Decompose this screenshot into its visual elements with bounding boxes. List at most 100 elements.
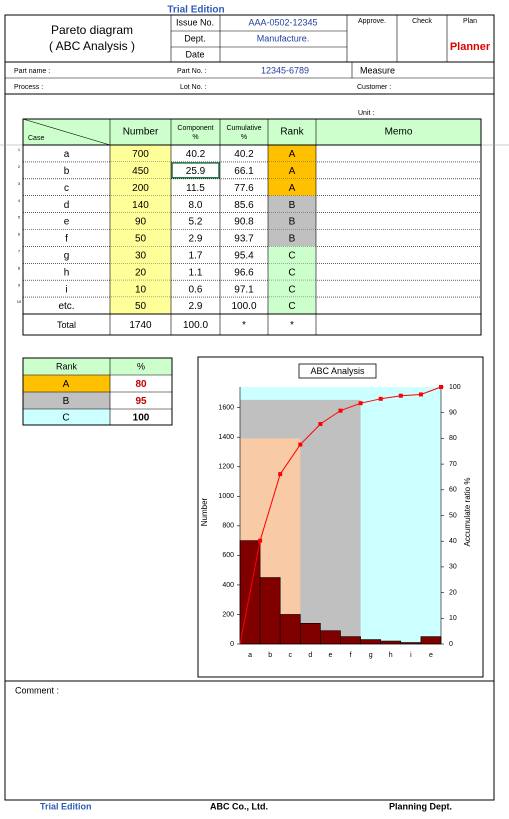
bar bbox=[299, 623, 321, 645]
x-tick-label: b bbox=[268, 652, 272, 659]
cell-bg bbox=[110, 297, 171, 314]
label: Lot No. : bbox=[180, 84, 207, 91]
label: Unit : bbox=[358, 110, 374, 117]
row-number: 8 bbox=[18, 265, 21, 270]
x-tick-label: e bbox=[429, 652, 433, 659]
label: Check bbox=[412, 18, 432, 25]
table-cell: 2.9 bbox=[189, 234, 203, 245]
table-cell: C bbox=[288, 267, 295, 278]
label: Date bbox=[185, 49, 204, 59]
rank-header: Rank bbox=[56, 361, 78, 371]
table-cell: 40.2 bbox=[234, 149, 254, 160]
cell-bg bbox=[110, 145, 171, 162]
cumulative-marker bbox=[318, 422, 323, 427]
table-cell: 1.7 bbox=[189, 250, 203, 261]
table-cell: 11.5 bbox=[186, 183, 205, 194]
label: Plan bbox=[463, 18, 477, 25]
rank-cell: C bbox=[62, 413, 69, 424]
y2-axis-label: Accumulate ratio % bbox=[463, 478, 472, 547]
cell-bg bbox=[268, 297, 316, 314]
table-cell: 95.4 bbox=[234, 250, 254, 261]
rank-cell: B bbox=[63, 396, 70, 407]
bar bbox=[380, 640, 402, 645]
cell-bg bbox=[110, 246, 171, 264]
value: Manufacture. bbox=[257, 33, 310, 43]
table-cell: 20 bbox=[135, 267, 147, 278]
cumulative-marker bbox=[418, 392, 423, 397]
cumulative-marker bbox=[398, 393, 403, 398]
cell-bg bbox=[110, 195, 171, 213]
y2-tick-label: 60 bbox=[449, 487, 457, 494]
y2-tick-label: 70 bbox=[449, 461, 457, 468]
rank-bg bbox=[23, 392, 110, 409]
label: Part No. : bbox=[177, 68, 207, 75]
y-tick-label: 600 bbox=[222, 552, 234, 559]
cumulative-marker bbox=[278, 472, 283, 477]
table-cell: a bbox=[64, 149, 70, 160]
cell-bg bbox=[268, 212, 316, 230]
table-cell: A bbox=[289, 183, 296, 194]
table-cell: C bbox=[288, 250, 295, 261]
cell-bg bbox=[110, 178, 171, 196]
doc-subtitle: ( ABC Analysis ) bbox=[49, 39, 135, 53]
footer-right: Planning Dept. bbox=[389, 801, 452, 811]
form-border bbox=[4, 14, 495, 801]
y-tick-label: 1400 bbox=[218, 434, 234, 441]
cumulative-marker bbox=[338, 408, 343, 413]
y-tick-label: 0 bbox=[230, 641, 234, 648]
table-cell: h bbox=[64, 267, 70, 278]
table-header: Case bbox=[28, 135, 44, 142]
value: 12345-6789 bbox=[261, 65, 309, 75]
table-header: Memo bbox=[385, 127, 413, 138]
rank-cell: A bbox=[63, 379, 70, 390]
label: Issue No. bbox=[176, 17, 214, 27]
rank-border bbox=[22, 357, 173, 426]
rank-cell: 100 bbox=[133, 413, 150, 424]
y2-tick-label: 10 bbox=[449, 615, 457, 622]
table-cell: d bbox=[64, 200, 70, 211]
y-axis-label: Number bbox=[200, 497, 209, 526]
y2-tick-label: 80 bbox=[449, 435, 457, 442]
rank-cell: 95 bbox=[135, 396, 147, 407]
x-tick-label: a bbox=[248, 652, 252, 659]
table-border bbox=[22, 118, 482, 336]
row-number: 1 bbox=[18, 147, 21, 152]
table-cell: f bbox=[65, 234, 68, 245]
cell-bg bbox=[268, 195, 316, 213]
y2-tick-label: 100 bbox=[449, 384, 461, 391]
table-total: 100.0 bbox=[183, 320, 208, 331]
table-cell: 2.9 bbox=[189, 301, 203, 312]
row-number: 9 bbox=[18, 282, 21, 287]
y2-tick-label: 20 bbox=[449, 589, 457, 596]
row-number: 6 bbox=[18, 232, 21, 237]
table-cell: B bbox=[289, 234, 296, 245]
bar bbox=[279, 614, 301, 645]
planner: Planner bbox=[450, 41, 491, 53]
table-header: Component% bbox=[177, 125, 213, 141]
table-cell: 97.1 bbox=[234, 284, 254, 295]
table-cell: e bbox=[64, 217, 70, 228]
cumulative-marker bbox=[378, 396, 383, 401]
x-tick-label: f bbox=[350, 652, 352, 659]
line-start bbox=[239, 540, 261, 645]
row-number: 7 bbox=[18, 248, 21, 253]
y2-tick-label: 40 bbox=[449, 538, 457, 545]
x-tick-label: g bbox=[369, 652, 373, 659]
table-header: Cumulative% bbox=[226, 125, 261, 141]
cell-bg bbox=[110, 212, 171, 230]
table-cell: 85.6 bbox=[234, 200, 254, 211]
y2-tick-label: 50 bbox=[449, 512, 457, 519]
doc-title: Pareto diagram bbox=[51, 23, 133, 37]
cell-bg bbox=[110, 263, 171, 281]
table-cell: 8.0 bbox=[189, 200, 203, 211]
rank-bg bbox=[23, 375, 110, 392]
table-cell: b bbox=[64, 166, 70, 177]
cell-bg bbox=[268, 145, 316, 162]
row-number: 3 bbox=[18, 181, 21, 186]
cell-bg bbox=[110, 280, 171, 298]
table-cell: 1.1 bbox=[189, 267, 203, 278]
y-tick-label: 1600 bbox=[218, 405, 234, 412]
row-number: 10 bbox=[17, 299, 22, 304]
rank-header-bg bbox=[23, 358, 172, 375]
table-cell: 96.6 bbox=[234, 267, 254, 278]
